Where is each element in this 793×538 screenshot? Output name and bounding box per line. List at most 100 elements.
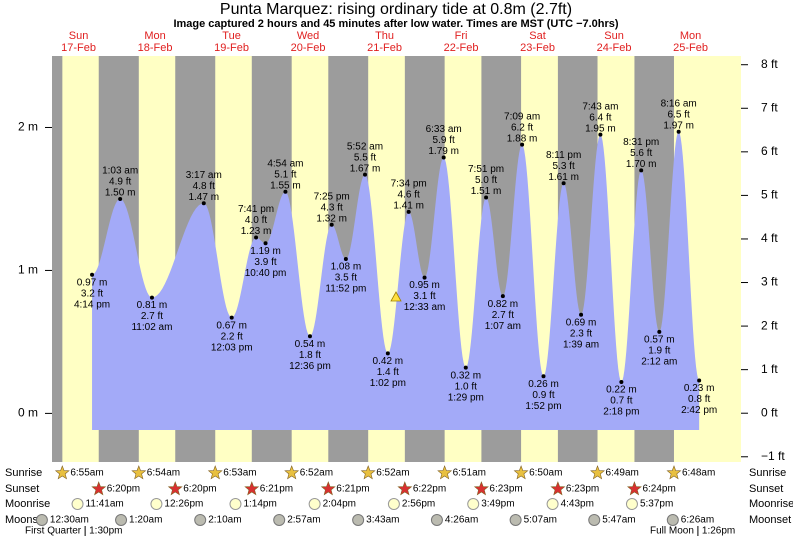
event-time: 7:43 am (582, 101, 618, 112)
day-date: 24-Feb (597, 42, 632, 54)
moonset-icon (509, 514, 522, 526)
event-ft: 3.1 ft (413, 291, 435, 302)
tide-point (149, 295, 154, 300)
sunset-icon (397, 481, 413, 496)
tide-point (441, 155, 446, 160)
event-ft: 5.6 ft (630, 148, 652, 159)
sunrise-time: 6:49am (606, 468, 639, 479)
moonset-icon (588, 514, 601, 526)
day-name: Fri (455, 30, 468, 42)
event-time: 7:09 am (504, 111, 540, 122)
moonset-time: 5:07am (524, 515, 557, 526)
tide-point (307, 334, 312, 339)
day-date: 23-Feb (520, 42, 555, 54)
event-ft: 3.2 ft (81, 288, 103, 299)
event-ft: 5.5 ft (354, 152, 376, 163)
tide-point (283, 189, 288, 194)
y2-tick-label: 2 ft (761, 318, 778, 332)
moonrise-icon (467, 498, 480, 510)
event-ft: 0.8 ft (688, 394, 710, 405)
tide-point (520, 142, 525, 147)
event-ft: 4.3 ft (321, 202, 343, 213)
event-m: 1.50 m (105, 188, 136, 199)
event-time: 6:33 am (426, 124, 462, 135)
event-time: 12:36 pm (289, 361, 331, 372)
moonrise-time: 4:43pm (561, 499, 594, 510)
moonrise-time: 2:04pm (323, 499, 356, 510)
moon-phase-time: 1:26pm (702, 526, 735, 537)
event-ft: 2.2 ft (221, 331, 243, 342)
event-m: 0.26 m (528, 379, 559, 390)
moonrise-time: 12:26pm (164, 499, 203, 510)
sunrise-time: 6:52am (376, 468, 409, 479)
sunrise-icon (207, 465, 223, 480)
sunset-icon (91, 481, 107, 496)
event-time: 12:03 pm (211, 342, 253, 353)
tide-point (579, 312, 584, 317)
event-ft: 0.7 ft (610, 396, 632, 407)
day-name: Mon (144, 30, 165, 42)
sunrise-icon (131, 465, 147, 480)
moonset-icon (35, 514, 48, 526)
event-time: 12:33 am (404, 302, 446, 313)
event-m: 1.23 m (241, 226, 272, 237)
moonrise-icon (625, 498, 638, 510)
moonset-icon (430, 514, 443, 526)
day-name: Sat (529, 30, 546, 42)
sunset-time: 6:24pm (642, 484, 675, 495)
event-time: 11:02 am (131, 322, 172, 333)
sunset-icon (550, 481, 566, 496)
event-time: 8:16 am (661, 98, 697, 109)
sunrise-icon (513, 465, 529, 480)
day-name: Thu (375, 30, 394, 42)
event-time: 1:02 pm (370, 378, 406, 389)
moonrise-icon (229, 498, 242, 510)
moon-phase-time: 1:30pm (89, 526, 122, 537)
moonset-time: 1:20am (129, 515, 162, 526)
moonrise-icon (546, 498, 559, 510)
event-ft: 2.7 ft (492, 310, 514, 321)
event-m: 1.70 m (626, 159, 657, 170)
event-m: 0.69 m (566, 317, 597, 328)
row-label: Sunset (749, 483, 783, 495)
event-ft: 4.6 ft (398, 189, 420, 200)
event-ft: 3.9 ft (254, 257, 276, 268)
moonset-icon (194, 514, 207, 526)
event-ft: 4.0 ft (245, 215, 267, 226)
chart-title: Punta Marquez: rising ordinary tide at 0… (220, 1, 572, 18)
event-m: 1.79 m (428, 146, 459, 157)
sunset-icon (626, 481, 642, 496)
sunrise-time: 6:53am (223, 468, 256, 479)
tide-point (385, 351, 390, 356)
y-tick-label: 0 m (18, 406, 38, 420)
moonrise-time: 5:37pm (640, 499, 673, 510)
moonrise-time: 3:49pm (481, 499, 514, 510)
event-ft: 1.0 ft (455, 381, 477, 392)
tide-point (484, 195, 489, 200)
day-date: 22-Feb (444, 42, 479, 54)
event-time: 1:39 am (563, 339, 599, 350)
event-m: 1.95 m (585, 123, 616, 134)
tide-point (229, 315, 234, 320)
moonset-time: 3:43am (366, 515, 399, 526)
row-label: Moonrise (749, 498, 793, 510)
moonrise-icon (71, 498, 84, 510)
event-time: 7:25 pm (314, 191, 350, 202)
day-name: Wed (297, 30, 319, 42)
event-m: 1.67 m (350, 163, 381, 174)
event-ft: 2.3 ft (570, 328, 592, 339)
event-time: 1:52 pm (525, 401, 561, 412)
event-ft: 3.5 ft (335, 273, 357, 284)
day-date: 25-Feb (673, 42, 708, 54)
sunrise-time: 6:54am (147, 468, 180, 479)
y-tick-label: 1 m (18, 263, 38, 277)
moonrise-icon (308, 498, 321, 510)
event-m: 1.51 m (471, 186, 502, 197)
sunrise-time: 6:55am (70, 468, 103, 479)
event-ft: 0.9 ft (532, 390, 554, 401)
y2-tick-label: 4 ft (761, 231, 778, 245)
event-m: 0.42 m (373, 356, 404, 367)
row-label: Sunrise (749, 467, 786, 479)
sunrise-icon (666, 465, 682, 480)
